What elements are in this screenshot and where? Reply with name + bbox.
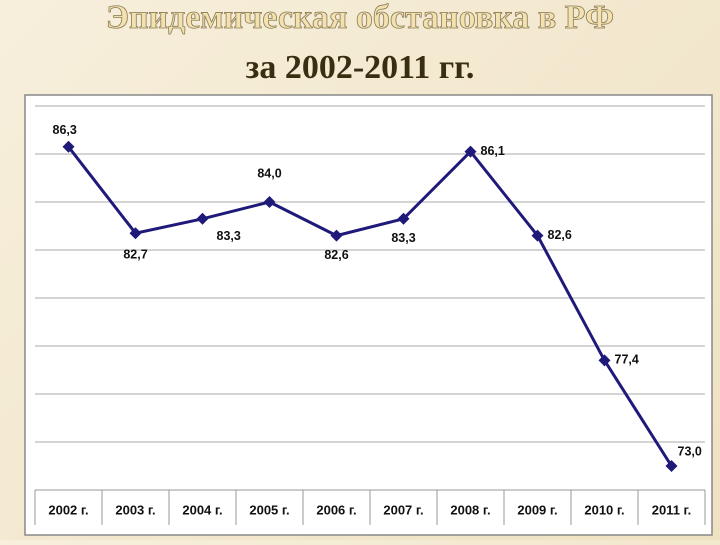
data-point <box>598 354 611 367</box>
x-tick-label: 2006 г. <box>316 502 356 517</box>
x-tick-label: 2010 г. <box>584 502 624 517</box>
data-point <box>263 196 276 208</box>
data-point <box>330 229 343 242</box>
data-label: 73,0 <box>678 444 702 458</box>
data-point <box>62 140 75 153</box>
x-tick-label: 2003 г. <box>115 502 155 517</box>
data-label: 86,3 <box>53 123 77 137</box>
chart-title: Эпидемическая обстановка в РФ <box>106 0 614 36</box>
data-label: 82,7 <box>123 247 147 261</box>
x-tick-label: 2004 г. <box>182 502 222 517</box>
x-tick-label: 2005 г. <box>249 502 289 517</box>
data-point <box>397 212 410 225</box>
x-tick-label: 2002 г. <box>48 502 88 517</box>
data-point <box>464 145 477 158</box>
data-label: 84,0 <box>257 166 281 180</box>
data-label: 83,3 <box>217 229 241 243</box>
x-tick-label: 2011 г. <box>652 502 692 517</box>
data-point <box>196 212 209 225</box>
data-label: 86,1 <box>481 144 505 158</box>
data-label: 83,3 <box>391 231 415 245</box>
chart-subtitle: за 2002-2011 гг. <box>246 49 475 86</box>
data-label: 82,6 <box>324 248 348 262</box>
x-tick-label: 2008 г. <box>450 502 490 517</box>
data-label: 77,4 <box>615 353 639 367</box>
x-tick-label: 2009 г. <box>517 502 557 517</box>
data-point <box>531 229 544 242</box>
data-line <box>67 145 673 467</box>
data-point <box>665 460 678 472</box>
data-point <box>129 227 142 240</box>
data-label: 82,6 <box>548 228 572 242</box>
x-tick-label: 2007 г. <box>383 502 423 517</box>
plot-panel <box>24 94 713 536</box>
